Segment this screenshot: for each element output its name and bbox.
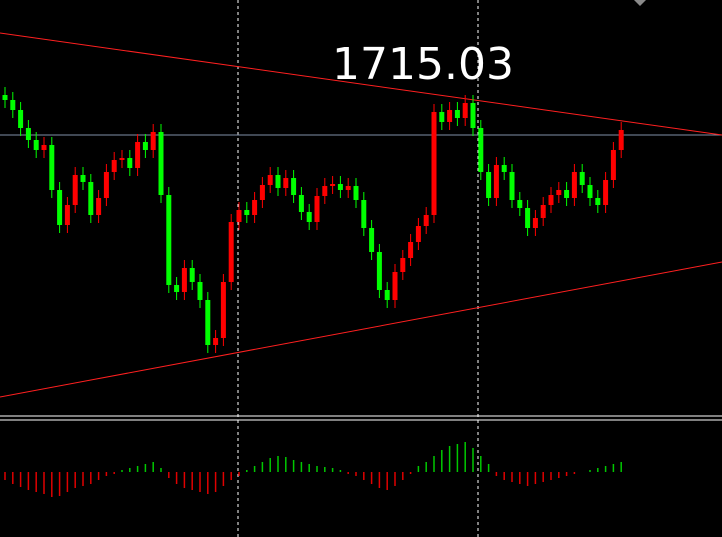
candle-body: [587, 185, 593, 198]
price-annotation: 1715.03: [332, 39, 514, 90]
candle-body: [33, 140, 39, 150]
candle-body: [548, 195, 554, 205]
candle-body: [509, 172, 515, 200]
candle-body: [493, 165, 499, 198]
candle-body: [10, 100, 16, 110]
candle-body: [369, 228, 375, 252]
candle-body: [96, 198, 102, 215]
candle-body: [462, 103, 468, 118]
candle-body: [80, 175, 86, 182]
candle-body: [283, 178, 289, 188]
candle-body: [439, 112, 445, 122]
candle-body: [72, 175, 78, 205]
candle-body: [298, 195, 304, 212]
candle-body: [454, 110, 460, 118]
candle-body: [330, 184, 336, 186]
candle-body: [57, 190, 63, 225]
trend-line: [0, 32, 722, 136]
candle-body: [540, 205, 546, 218]
candle-body: [158, 132, 164, 195]
candle-body: [571, 172, 577, 198]
candle-body: [49, 145, 55, 190]
candle-body: [275, 175, 281, 188]
candle-body: [532, 218, 538, 228]
candle-body: [564, 190, 570, 198]
candle-body: [150, 132, 156, 150]
candle-body: [361, 200, 367, 228]
candle-body: [236, 210, 242, 222]
candle-body: [525, 208, 531, 228]
candle-body: [447, 110, 453, 122]
candle-body: [314, 196, 320, 222]
candle-body: [119, 158, 125, 160]
candle-body: [41, 145, 47, 150]
candle-body: [392, 272, 398, 300]
trend-line: [0, 261, 722, 398]
candle-body: [478, 128, 484, 172]
candle-body: [174, 285, 180, 292]
candle-body: [127, 158, 133, 168]
candle-body: [579, 172, 585, 185]
candle-body: [18, 110, 24, 128]
candle-body: [517, 200, 523, 208]
candle-body: [2, 95, 8, 100]
candle-body: [103, 172, 109, 198]
candle-body: [111, 160, 117, 172]
candle-body: [213, 338, 219, 345]
candle-body: [603, 180, 609, 205]
scroll-marker: [634, 0, 646, 6]
candle-body: [166, 195, 172, 285]
candle-body: [252, 200, 258, 215]
candle-body: [470, 103, 476, 128]
candle-body: [197, 282, 203, 300]
candle-body: [220, 282, 226, 338]
candle-body: [423, 215, 429, 226]
candle-body: [189, 268, 195, 282]
candle-body: [415, 226, 421, 242]
candle-body: [556, 190, 562, 195]
candle-body: [135, 142, 141, 168]
candle-body: [322, 186, 328, 196]
candle-body: [595, 198, 601, 205]
candle-body: [345, 186, 351, 190]
candle-body: [64, 205, 70, 225]
candle-body: [408, 242, 414, 258]
candle-body: [610, 150, 616, 180]
candle-body: [291, 178, 297, 195]
candle-body: [142, 142, 148, 150]
candle-body: [384, 290, 390, 300]
candle-body: [244, 210, 250, 215]
candle-body: [181, 268, 187, 292]
candle-body: [306, 212, 312, 222]
candle-body: [25, 128, 31, 140]
candle-body: [205, 300, 211, 345]
candle-body: [259, 185, 265, 200]
candle-body: [618, 130, 624, 150]
candle-body: [400, 258, 406, 272]
candle-body: [353, 186, 359, 200]
candle-body: [486, 172, 492, 198]
candle-body: [376, 252, 382, 290]
candle-body: [501, 165, 507, 172]
candle-body: [228, 222, 234, 282]
candle-body: [337, 184, 343, 190]
candle-body: [431, 112, 437, 215]
candle-body: [267, 175, 273, 185]
candle-body: [88, 182, 94, 215]
